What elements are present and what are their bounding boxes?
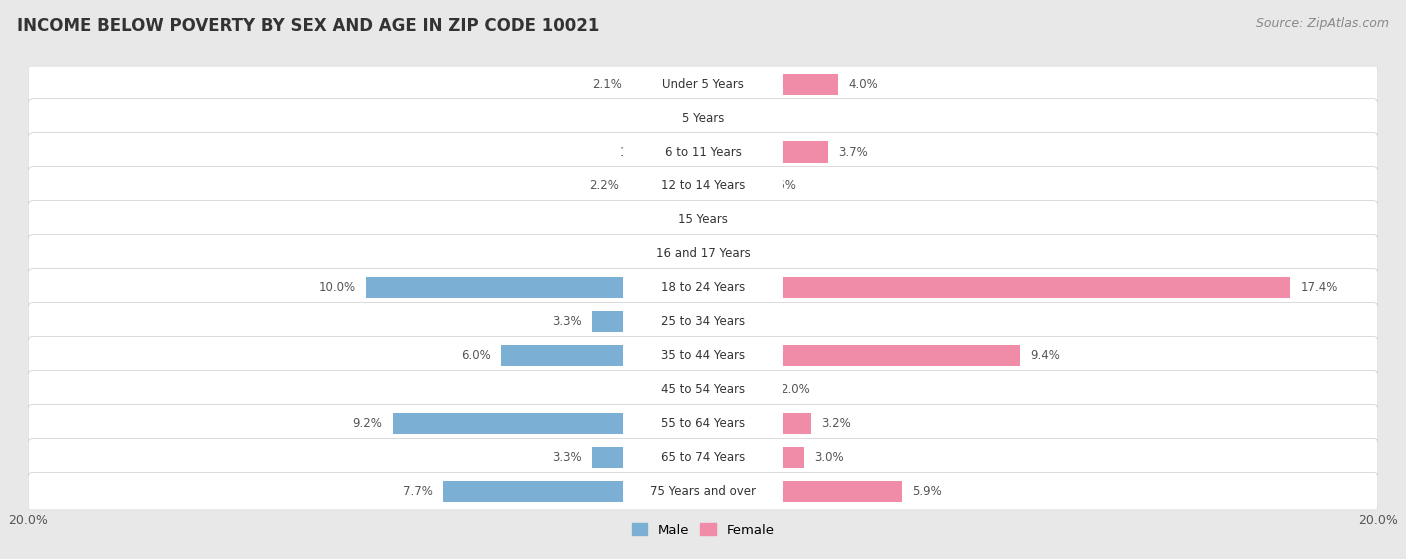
Text: 65 to 74 Years: 65 to 74 Years <box>661 451 745 464</box>
FancyBboxPatch shape <box>28 438 1378 477</box>
Text: 0.27%: 0.27% <box>723 315 759 328</box>
FancyBboxPatch shape <box>28 302 1378 341</box>
Bar <box>592 311 703 333</box>
Text: 3.3%: 3.3% <box>553 451 582 464</box>
FancyBboxPatch shape <box>623 139 783 165</box>
Text: Source: ZipAtlas.com: Source: ZipAtlas.com <box>1256 17 1389 30</box>
Text: 0.0%: 0.0% <box>713 248 742 260</box>
Bar <box>703 413 811 434</box>
Text: 9.4%: 9.4% <box>1031 349 1060 362</box>
FancyBboxPatch shape <box>28 337 1378 375</box>
Text: 55 to 64 Years: 55 to 64 Years <box>661 417 745 430</box>
Text: 45 to 54 Years: 45 to 54 Years <box>661 383 745 396</box>
Text: 2.0%: 2.0% <box>780 383 810 396</box>
Bar <box>366 277 703 299</box>
Text: 0.0%: 0.0% <box>664 214 693 226</box>
Text: 3.3%: 3.3% <box>553 315 582 328</box>
Bar <box>703 141 828 163</box>
Bar <box>501 345 703 366</box>
Bar <box>703 447 804 468</box>
FancyBboxPatch shape <box>28 235 1378 273</box>
Text: 2.1%: 2.1% <box>592 78 621 91</box>
Text: 1.3%: 1.3% <box>619 145 650 159</box>
FancyBboxPatch shape <box>623 308 783 335</box>
Text: 6.0%: 6.0% <box>461 349 491 362</box>
Bar <box>703 481 903 502</box>
FancyBboxPatch shape <box>623 444 783 471</box>
Text: INCOME BELOW POVERTY BY SEX AND AGE IN ZIP CODE 10021: INCOME BELOW POVERTY BY SEX AND AGE IN Z… <box>17 17 599 35</box>
FancyBboxPatch shape <box>623 410 783 437</box>
FancyBboxPatch shape <box>28 268 1378 307</box>
Bar <box>703 176 756 197</box>
Text: 10.0%: 10.0% <box>318 281 356 295</box>
Text: 2.2%: 2.2% <box>589 179 619 192</box>
Text: 7.7%: 7.7% <box>404 485 433 498</box>
Text: 0.0%: 0.0% <box>713 214 742 226</box>
FancyBboxPatch shape <box>28 167 1378 205</box>
Text: 15 Years: 15 Years <box>678 214 728 226</box>
FancyBboxPatch shape <box>623 478 783 505</box>
FancyBboxPatch shape <box>623 376 783 404</box>
Text: 5 Years: 5 Years <box>682 112 724 125</box>
FancyBboxPatch shape <box>623 240 783 268</box>
Text: 3.2%: 3.2% <box>821 417 851 430</box>
Text: 5.9%: 5.9% <box>912 485 942 498</box>
Text: 4.0%: 4.0% <box>848 78 877 91</box>
FancyBboxPatch shape <box>28 472 1378 511</box>
Bar <box>633 74 703 94</box>
Bar <box>703 379 770 400</box>
Bar <box>703 74 838 94</box>
Bar <box>443 481 703 502</box>
Text: 18 to 24 Years: 18 to 24 Years <box>661 281 745 295</box>
FancyBboxPatch shape <box>623 274 783 301</box>
Text: 0.0%: 0.0% <box>713 112 742 125</box>
Text: 12 to 14 Years: 12 to 14 Years <box>661 179 745 192</box>
Text: 35 to 44 Years: 35 to 44 Years <box>661 349 745 362</box>
Text: 1.6%: 1.6% <box>768 179 797 192</box>
FancyBboxPatch shape <box>28 201 1378 239</box>
FancyBboxPatch shape <box>623 172 783 200</box>
FancyBboxPatch shape <box>28 65 1378 103</box>
Text: 3.7%: 3.7% <box>838 145 868 159</box>
Bar <box>703 345 1021 366</box>
FancyBboxPatch shape <box>623 342 783 369</box>
FancyBboxPatch shape <box>28 404 1378 443</box>
Text: 3.0%: 3.0% <box>814 451 844 464</box>
Text: 16 and 17 Years: 16 and 17 Years <box>655 248 751 260</box>
Bar <box>392 413 703 434</box>
Text: 17.4%: 17.4% <box>1301 281 1337 295</box>
FancyBboxPatch shape <box>623 206 783 234</box>
Bar <box>592 447 703 468</box>
Bar <box>703 277 1291 299</box>
FancyBboxPatch shape <box>28 132 1378 172</box>
FancyBboxPatch shape <box>623 70 783 98</box>
Text: Under 5 Years: Under 5 Years <box>662 78 744 91</box>
Bar <box>662 379 703 400</box>
Text: 25 to 34 Years: 25 to 34 Years <box>661 315 745 328</box>
Text: 75 Years and over: 75 Years and over <box>650 485 756 498</box>
Bar <box>659 141 703 163</box>
FancyBboxPatch shape <box>28 371 1378 409</box>
Bar <box>628 176 703 197</box>
FancyBboxPatch shape <box>28 99 1378 138</box>
Text: 9.2%: 9.2% <box>353 417 382 430</box>
FancyBboxPatch shape <box>623 105 783 131</box>
Text: 6 to 11 Years: 6 to 11 Years <box>665 145 741 159</box>
Text: 0.0%: 0.0% <box>664 248 693 260</box>
Bar <box>703 311 711 333</box>
Text: 0.0%: 0.0% <box>664 112 693 125</box>
Legend: Male, Female: Male, Female <box>626 518 780 542</box>
Text: 1.2%: 1.2% <box>623 383 652 396</box>
